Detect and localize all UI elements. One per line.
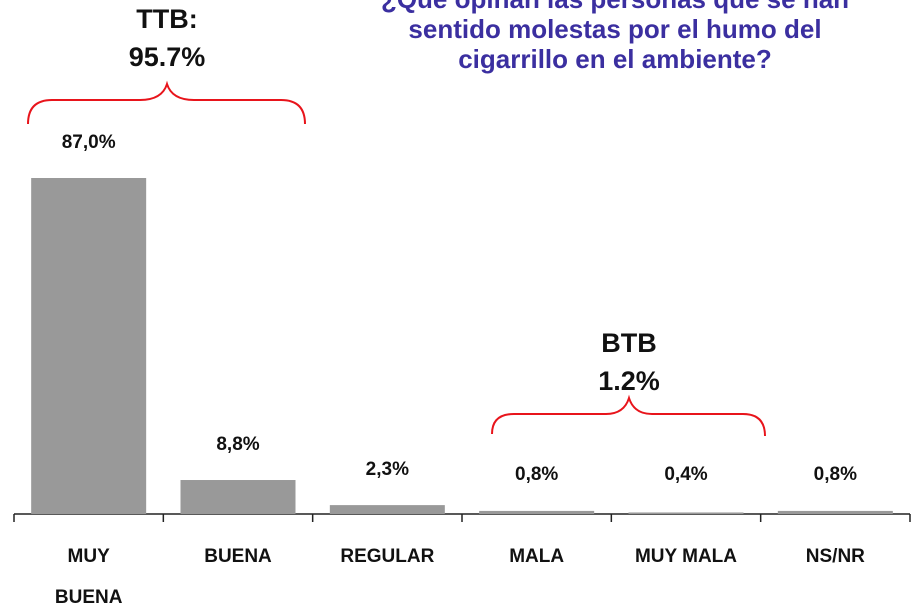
value-label: 0,8% xyxy=(515,464,559,485)
bar xyxy=(479,510,595,514)
value-label: 8,8% xyxy=(216,434,260,455)
x-tick-label: MUY MALA xyxy=(634,546,738,567)
value-label: 0,4% xyxy=(664,464,708,485)
x-tick-label: BUENA xyxy=(204,546,272,567)
annotation: TTB: xyxy=(136,4,198,34)
ttb-bracket xyxy=(27,80,306,125)
bar xyxy=(180,480,296,514)
value-label: 2,3% xyxy=(365,459,409,481)
chart-title: ¿Qué opinan las personas que se han sent… xyxy=(381,0,849,74)
x-tick-label: MUY BUENA xyxy=(54,546,123,608)
bar xyxy=(777,510,893,514)
annotation: BTB xyxy=(601,328,657,358)
bar xyxy=(31,178,147,514)
bar xyxy=(329,505,445,514)
annotation: 1.2% xyxy=(598,366,660,396)
value-label: 0,8% xyxy=(813,464,857,485)
annotation: 95.7% xyxy=(128,42,206,72)
bar xyxy=(628,512,744,514)
x-tick-label: REGULAR xyxy=(340,546,435,567)
x-tick-label: NS/NR xyxy=(805,546,865,567)
x-tick-label: MALA xyxy=(509,546,565,567)
value-label: 87,0% xyxy=(61,132,116,153)
btb-bracket xyxy=(491,394,766,437)
